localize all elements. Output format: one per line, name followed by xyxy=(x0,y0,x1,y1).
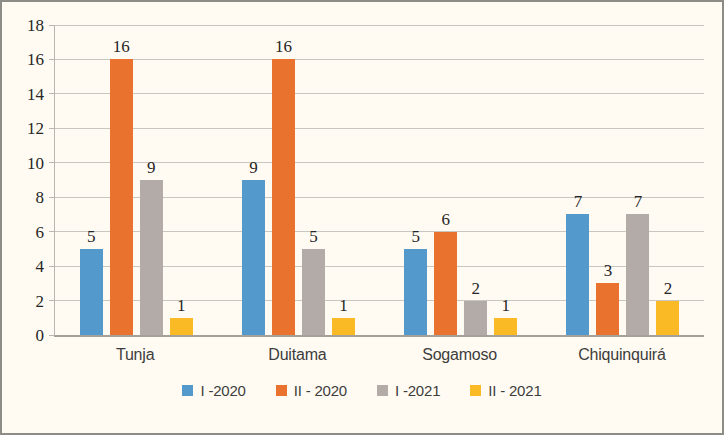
bar-Duitama-I -2021 xyxy=(302,249,325,335)
data-label-Sogamoso-II - 2020: 6 xyxy=(441,211,450,228)
bar-Duitama-II - 2020 xyxy=(272,59,295,335)
legend-swatch-icon xyxy=(377,385,388,396)
legend-item-II - 2020: II - 2020 xyxy=(276,383,347,398)
legend-label: I -2020 xyxy=(200,383,245,398)
gridline-16 xyxy=(55,59,704,60)
category-label-Sogamoso: Sogamoso xyxy=(379,346,541,364)
plot-area: 5 16 9 1 9 16 5 1 5 6 2 1 7 3 7 2 xyxy=(54,25,704,337)
data-label-Duitama-II - 2020: 16 xyxy=(275,38,292,55)
bar-Tunja-II - 2020 xyxy=(110,59,133,335)
gridline-14 xyxy=(55,93,704,94)
y-tickmark-12 xyxy=(49,128,54,129)
bar-Sogamoso-I -2021 xyxy=(464,301,487,335)
y-tickmark-14 xyxy=(49,93,54,94)
bar-chart: 0 2 4 6 8 10 12 14 16 18 5 16 9 1 9 16 5 1 5 6 2 1 7 3 7 2 Tunja… xyxy=(0,0,724,435)
bar-Chiquinquirá-II - 2020 xyxy=(596,283,619,335)
bar-Chiquinquirá-I -2021 xyxy=(626,214,649,335)
y-axis-tick-labels: 024681012141618 xyxy=(2,25,44,335)
data-label-Chiquinquirá-II - 2021: 2 xyxy=(664,280,673,297)
bar-Tunja-I -2020 xyxy=(80,249,103,335)
data-label-Chiquinquirá-II - 2020: 3 xyxy=(604,262,613,279)
y-axis-label-0: 0 xyxy=(36,327,45,344)
legend-swatch-icon xyxy=(182,385,193,396)
x-axis-category-labels: TunjaDuitamaSogamosoChiquinquirá xyxy=(54,346,703,368)
y-axis-label-16: 16 xyxy=(27,51,44,68)
data-label-Sogamoso-I -2020: 5 xyxy=(411,228,420,245)
y-tickmark-8 xyxy=(49,197,54,198)
y-axis-label-2: 2 xyxy=(36,293,45,310)
legend-item-I -2021: I -2021 xyxy=(377,383,440,398)
data-label-Sogamoso-II - 2021: 1 xyxy=(501,297,510,314)
data-label-Sogamoso-I -2021: 2 xyxy=(471,280,480,297)
legend-label: II - 2020 xyxy=(294,383,347,398)
y-axis-label-18: 18 xyxy=(27,17,44,34)
data-label-Chiquinquirá-I -2020: 7 xyxy=(574,193,583,210)
data-label-Tunja-I -2021: 9 xyxy=(147,159,156,176)
gridline-18 xyxy=(55,25,704,26)
bar-Duitama-II - 2021 xyxy=(332,318,355,335)
y-tickmark-18 xyxy=(49,25,54,26)
category-label-Chiquinquirá: Chiquinquirá xyxy=(541,346,703,364)
legend: I -2020 II - 2020 I -2021 II - 2021 xyxy=(2,383,722,398)
data-label-Duitama-I -2020: 9 xyxy=(249,159,258,176)
legend-item-I -2020: I -2020 xyxy=(182,383,245,398)
legend-label: I -2021 xyxy=(395,383,440,398)
data-label-Duitama-I -2021: 5 xyxy=(309,228,318,245)
category-label-Duitama: Duitama xyxy=(216,346,378,364)
y-axis-label-8: 8 xyxy=(36,189,45,206)
bar-Sogamoso-II - 2020 xyxy=(434,232,457,335)
data-label-Tunja-II - 2021: 1 xyxy=(177,297,186,314)
bar-Sogamoso-I -2020 xyxy=(404,249,427,335)
bar-Sogamoso-II - 2021 xyxy=(494,318,517,335)
data-label-Tunja-I -2020: 5 xyxy=(87,228,96,245)
data-label-Duitama-II - 2021: 1 xyxy=(339,297,348,314)
y-axis-label-12: 12 xyxy=(27,120,44,137)
data-label-Tunja-II - 2020: 16 xyxy=(113,38,130,55)
bar-Duitama-I -2020 xyxy=(242,180,265,335)
y-axis-label-4: 4 xyxy=(36,258,45,275)
legend-label: II - 2021 xyxy=(488,383,541,398)
legend-item-II - 2021: II - 2021 xyxy=(470,383,541,398)
y-tickmark-6 xyxy=(49,231,54,232)
gridline-12 xyxy=(55,128,704,129)
y-tickmark-2 xyxy=(49,300,54,301)
category-label-Tunja: Tunja xyxy=(54,346,216,364)
y-tickmark-4 xyxy=(49,266,54,267)
y-tickmark-10 xyxy=(49,162,54,163)
bar-Tunja-II - 2021 xyxy=(170,318,193,335)
bar-Chiquinquirá-II - 2021 xyxy=(656,301,679,335)
y-tickmark-16 xyxy=(49,59,54,60)
legend-swatch-icon xyxy=(470,385,481,396)
data-label-Chiquinquirá-I -2021: 7 xyxy=(634,193,643,210)
bar-Chiquinquirá-I -2020 xyxy=(566,214,589,335)
y-axis-label-14: 14 xyxy=(27,86,44,103)
y-axis-label-6: 6 xyxy=(36,224,45,241)
bar-Tunja-I -2021 xyxy=(140,180,163,335)
y-axis-label-10: 10 xyxy=(27,155,44,172)
y-tickmark-0 xyxy=(49,335,54,336)
legend-swatch-icon xyxy=(276,385,287,396)
